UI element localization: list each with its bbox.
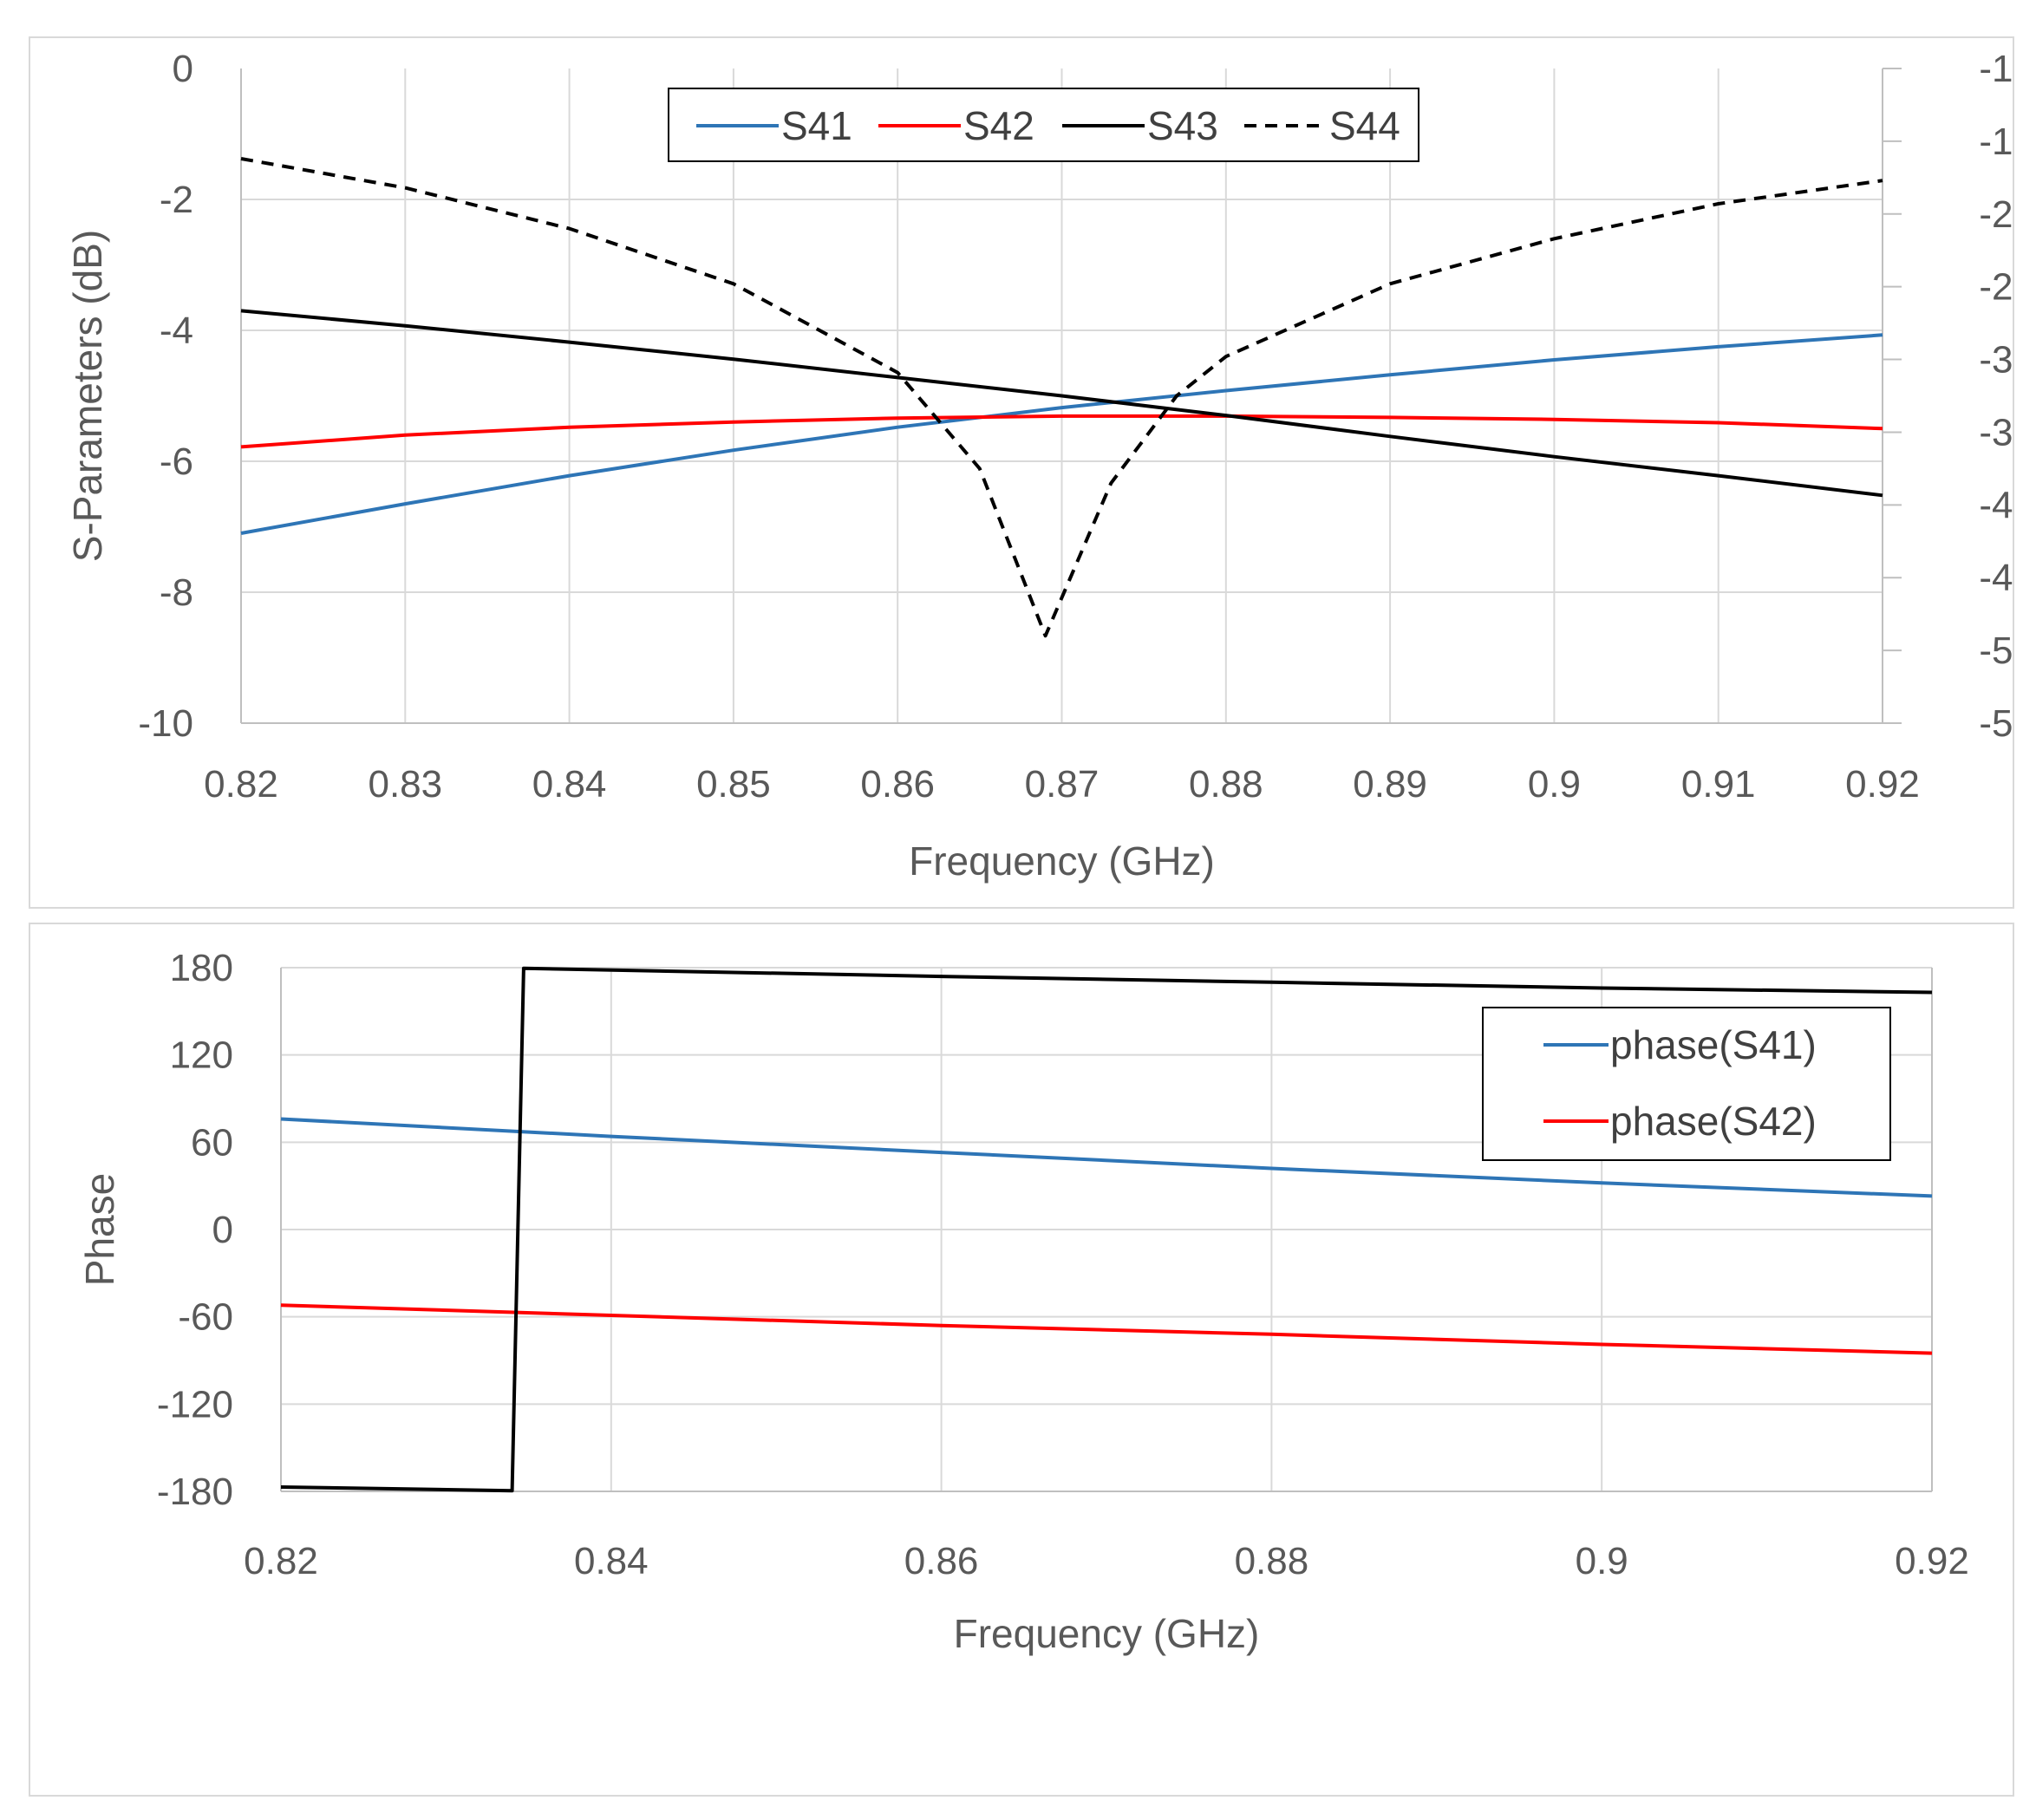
y-tick-label: 0 [173, 48, 193, 90]
y2-tick-label: -45 [1979, 557, 2013, 599]
y-tick-label: 120 [170, 1034, 233, 1077]
y2-tick-label: -55 [1979, 702, 2013, 745]
top-chart-panel: 0.82 0.83 0.84 0.85 0.86 0.87 0.88 0.89 0.9 0.91 0… [29, 36, 2014, 909]
y2-tick-label: -50 [1979, 629, 2013, 672]
x-tick-label: 0.84 [574, 1540, 649, 1582]
x-tick-label: 0.89 [1353, 763, 1427, 806]
y-tick-label: -8 [160, 571, 193, 614]
x-axis-title: Frequency (GHz) [909, 838, 1215, 884]
y2-tick-label: -35 [1979, 411, 2013, 453]
legend: S41 S42 S43 S44 [668, 88, 1419, 162]
series-line-s42 [240, 414, 1883, 449]
x-tick-label: 0.88 [1235, 1540, 1309, 1582]
legend-label-s44: S44 [1329, 103, 1400, 148]
series-line-phase-s43 [280, 966, 1933, 1493]
x-tick-label: 0.91 [1681, 763, 1756, 806]
y2-tick-label: -25 [1979, 266, 2013, 309]
y-tick-label: 60 [191, 1121, 233, 1164]
y-axis-title: S-Parameters (dB) [65, 230, 110, 562]
y2-tick-label: -10 [1979, 48, 2013, 90]
y-tick-label: -10 [138, 702, 193, 745]
x-tick-label: 0.86 [904, 1540, 979, 1582]
x-axis-title: Frequency (GHz) [954, 1611, 1260, 1656]
x-tick-label: 0.86 [860, 763, 935, 806]
y-tick-label: -180 [157, 1471, 233, 1513]
legend-label-s41: S41 [781, 103, 852, 148]
x-tick-label: 0.82 [244, 1540, 318, 1582]
series-line-s44 [240, 157, 1883, 638]
y-tick-label: -120 [157, 1383, 233, 1425]
y2-tick-label: -20 [1979, 193, 2013, 236]
phase-chart: 0.82 0.84 0.86 0.88 0.9 0.92 180 120 60 0 -60 -120 -… [77, 947, 1969, 1656]
x-tick-label: 0.84 [532, 763, 607, 806]
legend-label-s43: S43 [1147, 103, 1218, 148]
series-line-phase-s42 [280, 1303, 1933, 1355]
x-tick-label: 0.92 [1845, 763, 1920, 806]
x-tick-label: 0.9 [1576, 1540, 1628, 1582]
y2-tick-label: -30 [1979, 339, 2013, 382]
x-tick-label: 0.88 [1189, 763, 1263, 806]
y-tick-label: -6 [160, 440, 193, 483]
bottom-chart-panel: 0.82 0.84 0.86 0.88 0.9 0.92 180 120 60 0 -60 -120 -… [29, 923, 2014, 1797]
y2-tick-label: -40 [1979, 484, 2013, 526]
y-tick-label: -4 [160, 310, 193, 352]
x-tick-label: 0.85 [696, 763, 771, 806]
y2-tick-label: -15 [1979, 121, 2013, 163]
x-tick-label: 0.83 [368, 763, 442, 806]
y-tick-label: -60 [178, 1296, 233, 1339]
series-line-s43 [240, 309, 1883, 498]
y-tick-label: -2 [160, 179, 193, 221]
y-tick-label: 0 [212, 1209, 233, 1251]
x-tick-label: 0.87 [1025, 763, 1100, 806]
series-line-phase-s41 [280, 1117, 1933, 1198]
x-tick-label: 0.9 [1528, 763, 1581, 806]
legend-box [1482, 1007, 1891, 1161]
legend-label-s42: S42 [963, 103, 1034, 148]
x-tick-label: 0.82 [204, 763, 278, 806]
y-axis-title: Phase [77, 1173, 122, 1286]
y-tick-label: 180 [170, 947, 233, 989]
legend-label-phase-s41: phase(S41) [1610, 1022, 1817, 1067]
legend: phase(S41) phase(S42) [1482, 1007, 1891, 1161]
legend-label-phase-s42: phase(S42) [1610, 1099, 1817, 1144]
s-parameters-chart: 0.82 0.83 0.84 0.85 0.86 0.87 0.88 0.89 0.9 0.91 0… [65, 48, 2013, 884]
x-tick-label: 0.92 [1895, 1540, 1969, 1582]
series-line-s41 [240, 333, 1883, 535]
